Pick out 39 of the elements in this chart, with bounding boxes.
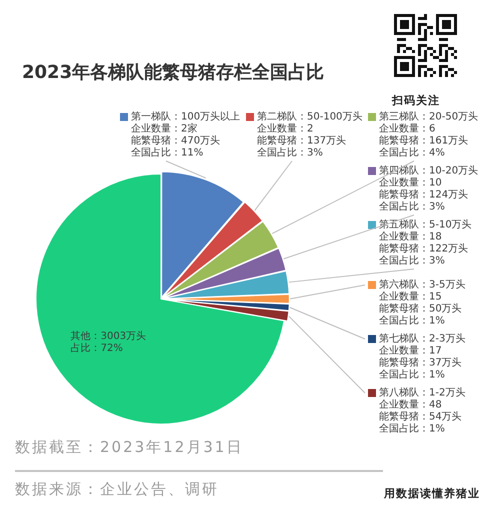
text: 企业数量：2 [257, 122, 314, 135]
text: 能繁母猪：470万头 [131, 134, 220, 147]
text: 全国占比：3% [379, 200, 445, 213]
legend-label: 第六梯队：3-5万头 [379, 278, 466, 291]
text: 全国占比：1% [379, 422, 445, 435]
text: 能繁母猪：137万头 [257, 134, 346, 147]
legend-label: 第三梯队：20-50万头 [379, 110, 478, 123]
text: 企业数量：48 [379, 398, 442, 411]
text: 全国占比：1% [379, 314, 445, 327]
text: 数据截至：2023年12月31日 [15, 438, 244, 456]
text: 能繁母猪：54万头 [379, 410, 462, 423]
legend-label: 第七梯队：2-3万头 [379, 332, 466, 345]
text: 用数据读懂养猪业 [384, 487, 480, 500]
legend-label: 第八梯队：1-2万头 [379, 386, 466, 399]
text: 企业数量：2家 [131, 122, 198, 135]
text: 企业数量：15 [379, 290, 442, 303]
source-note: 数据来源：企业公告、调研 [15, 480, 219, 498]
legend-label: 第一梯队：100万头以上 [131, 110, 240, 123]
text: 全国占比：4% [379, 146, 445, 159]
text: 能繁母猪：124万头 [379, 188, 468, 201]
text: 全国占比：11% [131, 146, 204, 159]
text: 企业数量：17 [379, 344, 442, 357]
text: 全国占比：1% [379, 368, 445, 381]
text: 企业数量：10 [379, 176, 442, 189]
text: 扫码关注 [392, 94, 440, 108]
legend-label: 第五梯队：5-10万头 [379, 218, 472, 231]
slice-label: 其他：3003万头 [70, 330, 146, 342]
text: 企业数量：18 [379, 230, 442, 243]
legend-label: 第二梯队：50-100万头 [257, 110, 362, 123]
chart-title: 2023年各梯队能繁母猪存栏全国占比 [22, 62, 324, 84]
legend-label: 第四梯队：10-20万头 [379, 164, 478, 177]
text: 占比：72% [70, 342, 123, 354]
text: 企业数量：6 [379, 122, 436, 135]
text: 能繁母猪：122万头 [379, 242, 468, 255]
text: 能繁母猪：50万头 [379, 302, 462, 315]
text: 能繁母猪：37万头 [379, 356, 462, 369]
text: 能繁母猪：161万头 [379, 134, 468, 147]
text: 全国占比：3% [257, 146, 323, 159]
text: 全国占比：3% [379, 254, 445, 267]
